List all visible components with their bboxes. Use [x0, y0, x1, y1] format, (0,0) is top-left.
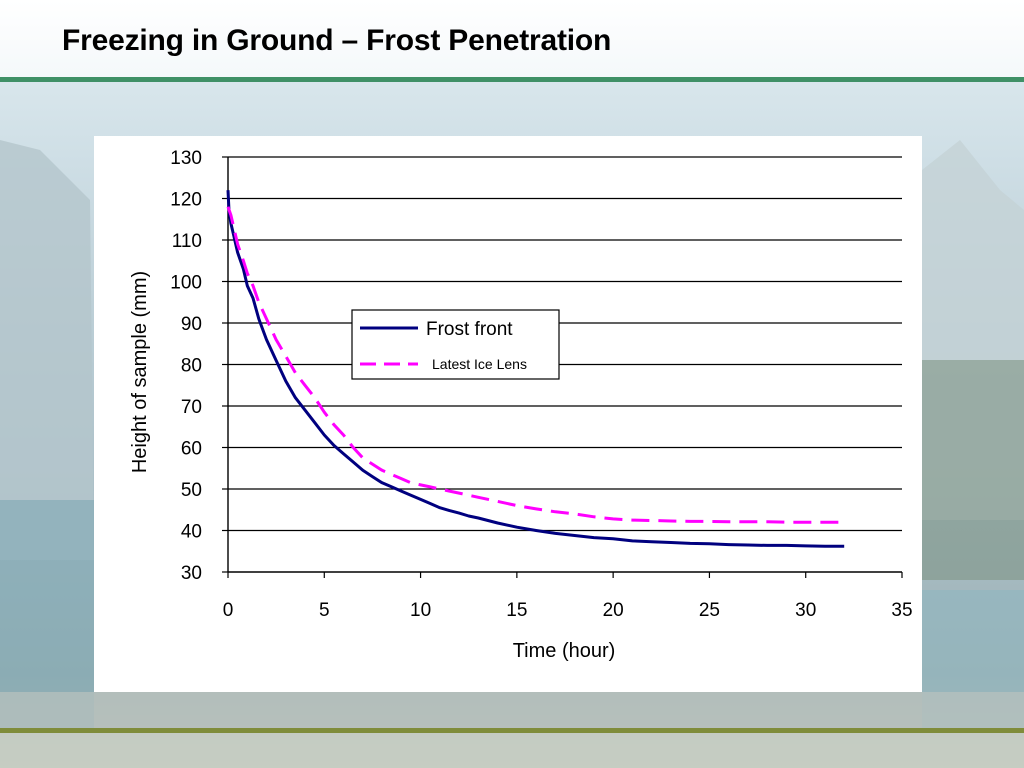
- legend-label-frost-front: Frost front: [426, 319, 513, 340]
- series: [226, 190, 845, 548]
- legend-box: [351, 309, 560, 380]
- gridlines: [228, 156, 902, 532]
- title-underline: [0, 77, 1024, 82]
- x-tick-label: 15: [506, 600, 527, 621]
- y-tick-label: 130: [170, 148, 202, 169]
- lake-left: [0, 500, 94, 730]
- y-tick-label: 30: [181, 563, 202, 584]
- series-line-frost-front: [226, 190, 845, 548]
- y-tick-label: 70: [181, 397, 202, 418]
- y-tick-label: 80: [181, 356, 202, 377]
- x-tick-label: 20: [603, 600, 624, 621]
- y-tick-label: 120: [170, 190, 202, 211]
- legend: Frost front Latest Ice Lens: [351, 309, 560, 380]
- y-tick-label: 50: [181, 480, 202, 501]
- x-tick-label: 0: [223, 600, 234, 621]
- y-tick-label: 110: [172, 231, 202, 252]
- y-axis-title: Height of sample (mm): [129, 271, 151, 473]
- title-bar: Freezing in Ground – Frost Penetration: [0, 0, 1024, 78]
- y-tick-label: 90: [181, 314, 202, 335]
- axes: 30 40 50 60 70 80 90 100 110 120 130 0 5 10 15 20 25 30 35: [170, 148, 912, 621]
- footer-rule: [0, 728, 1024, 733]
- x-tick-label: 35: [891, 600, 912, 621]
- x-tick-label: 5: [319, 600, 330, 621]
- mountain-left: [0, 140, 94, 560]
- footer-strip: [0, 733, 1024, 768]
- y-tick-label: 100: [170, 273, 202, 294]
- x-tick-label: 30: [795, 600, 816, 621]
- x-axis-title: Time (hour): [513, 640, 616, 662]
- y-tick-label: 60: [181, 439, 202, 460]
- legend-label-ice-lens: Latest Ice Lens: [432, 356, 527, 372]
- forest-right: [922, 360, 1024, 580]
- slide-title: Freezing in Ground – Frost Penetration: [62, 24, 612, 57]
- rocks-bottom: [0, 692, 1024, 728]
- x-tick-label: 25: [699, 600, 720, 621]
- y-tick-label: 40: [181, 522, 202, 543]
- x-tick-label: 10: [410, 600, 431, 621]
- series-line-latest-ice-lens: [226, 206, 845, 524]
